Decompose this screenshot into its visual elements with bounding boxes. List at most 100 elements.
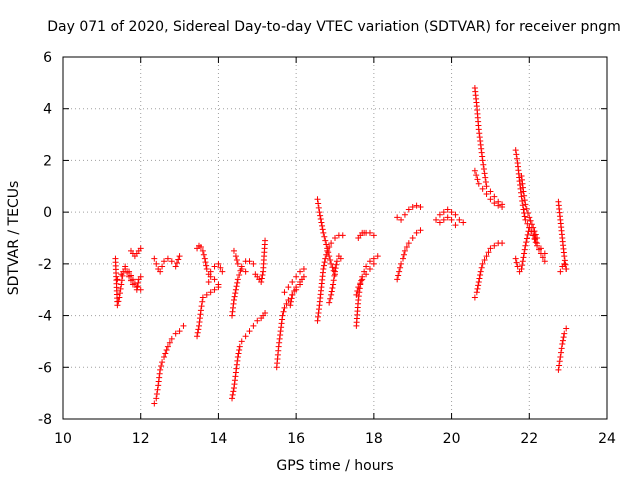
data-point — [211, 276, 218, 283]
data-point — [527, 217, 534, 224]
data-point — [521, 192, 528, 199]
data-point — [482, 174, 489, 181]
data-point — [230, 247, 237, 254]
data-point — [116, 290, 123, 297]
data-point — [207, 273, 214, 280]
data-point — [563, 325, 570, 332]
data-point — [203, 262, 210, 269]
data-point — [400, 251, 407, 258]
data-point — [230, 388, 237, 395]
data-point — [328, 288, 335, 295]
data-point — [401, 211, 408, 218]
data-point — [354, 288, 361, 295]
data-point — [238, 338, 245, 345]
data-point — [541, 258, 548, 265]
y-tick-label: 4 — [43, 102, 52, 118]
data-point — [321, 259, 328, 266]
data-point — [316, 209, 323, 216]
data-point — [287, 302, 294, 309]
x-axis-label: GPS time / hours — [276, 458, 393, 474]
data-point — [172, 330, 179, 337]
data-point — [122, 266, 129, 273]
data-point — [528, 221, 535, 228]
data-point — [250, 322, 257, 329]
data-point — [519, 258, 526, 265]
data-point — [417, 203, 424, 210]
data-point — [162, 350, 169, 357]
data-point — [211, 263, 218, 270]
data-point — [436, 219, 443, 226]
data-point — [524, 231, 531, 238]
data-point — [521, 246, 528, 253]
data-point — [126, 273, 133, 280]
data-point — [320, 229, 327, 236]
data-point — [233, 283, 240, 290]
data-point — [199, 294, 206, 301]
data-point — [161, 258, 168, 265]
data-point — [363, 271, 370, 278]
data-point — [333, 261, 340, 268]
data-point — [215, 260, 222, 267]
data-point — [236, 343, 243, 350]
plot-frame — [62, 56, 608, 420]
x-tick-label: 22 — [520, 431, 538, 447]
data-point — [481, 256, 488, 263]
data-point — [234, 353, 241, 360]
data-point — [409, 235, 416, 241]
data-point — [324, 245, 331, 252]
data-point — [374, 253, 381, 260]
data-point — [357, 280, 364, 287]
data-point — [523, 205, 530, 212]
data-point — [235, 350, 242, 357]
data-point — [333, 258, 340, 265]
data-point — [521, 250, 528, 257]
data-point — [520, 188, 527, 195]
data-point — [452, 222, 459, 229]
data-point — [485, 249, 492, 256]
data-point — [118, 281, 125, 288]
data-point — [440, 216, 447, 223]
data-point — [514, 263, 521, 270]
data-point — [444, 214, 451, 221]
data-point — [521, 197, 528, 204]
data-point — [289, 278, 296, 285]
data-point — [246, 328, 253, 335]
data-point — [318, 219, 325, 226]
data-point — [491, 242, 498, 249]
data-point — [194, 333, 201, 340]
data-point — [262, 237, 269, 244]
data-point — [197, 244, 204, 251]
data-point — [280, 308, 287, 315]
data-point — [513, 155, 520, 162]
data-point — [530, 232, 537, 239]
data-point — [279, 312, 286, 319]
data-point — [355, 284, 362, 291]
data-point — [114, 276, 121, 283]
data-point — [320, 262, 327, 269]
data-point — [398, 260, 405, 267]
data-point — [521, 213, 528, 220]
data-point — [322, 237, 329, 244]
data-point — [164, 343, 171, 350]
data-point — [259, 272, 266, 279]
data-point — [448, 216, 455, 223]
data-point — [353, 291, 360, 298]
data-point — [359, 276, 366, 283]
data-point — [330, 277, 337, 284]
data-point — [320, 266, 327, 273]
data-point — [151, 400, 158, 407]
data-point — [537, 250, 544, 257]
data-point — [523, 235, 530, 242]
data-point — [199, 247, 206, 254]
x-tick-label: 12 — [132, 431, 150, 447]
data-point — [413, 202, 420, 209]
data-point — [499, 203, 506, 210]
data-point — [532, 231, 539, 238]
data-point — [523, 239, 530, 246]
data-point — [173, 259, 180, 266]
data-point — [258, 275, 265, 282]
data-point — [158, 362, 165, 369]
data-point — [317, 216, 324, 223]
data-point — [524, 210, 531, 217]
data-point — [215, 281, 222, 288]
